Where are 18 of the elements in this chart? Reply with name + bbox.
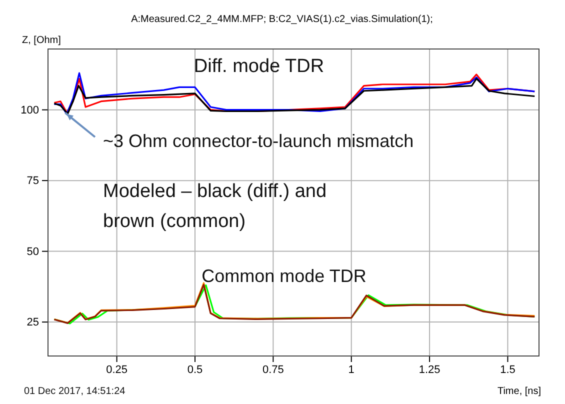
x-tick-label: 1	[348, 364, 354, 376]
y-tick-label: 100	[20, 104, 39, 116]
annotation: Common mode TDR	[202, 266, 366, 286]
x-tick-label: 1.5	[500, 364, 516, 376]
annotation: Modeled – black (diff.) and brown (common)	[103, 181, 327, 232]
annotation: ~3 Ohm connector-to-launch mismatch	[103, 131, 414, 151]
y-tick-label: 25	[26, 316, 39, 329]
x-axis-title: Time, [ns]	[497, 386, 542, 397]
annotation: Diff. mode TDR	[194, 56, 324, 77]
x-tick-label: 0.5	[187, 364, 203, 376]
x-tick-label: 0.75	[262, 364, 284, 376]
x-tick-label: 1.25	[418, 364, 440, 376]
y-tick-label: 50	[26, 246, 39, 258]
chart-title: A:Measured.C2_2_4MM.MFP; B:C2_VIAS(1).c2_vias.Simulation(1);	[131, 14, 433, 25]
text: 01 Dec 2017, 14:51:24	[24, 386, 126, 397]
y-tick-label: 75	[26, 175, 39, 188]
x-tick-label: 0.25	[106, 364, 128, 376]
y-axis-title: Z, [Ohm]	[22, 35, 62, 46]
